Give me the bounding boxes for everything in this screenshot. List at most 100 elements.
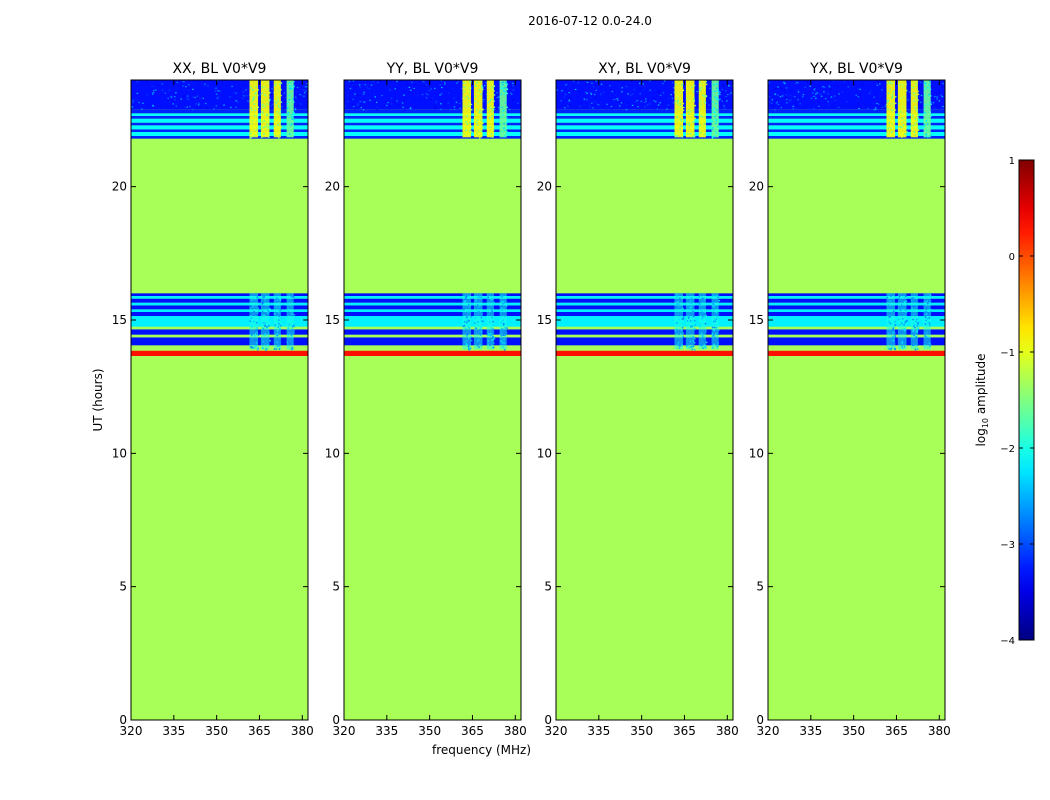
noise-speckle [851, 97, 854, 99]
noise-speckle [380, 81, 382, 83]
rfi-stripe [286, 293, 294, 350]
noise-speckle [512, 89, 515, 91]
rfi-speckle [500, 334, 503, 337]
x-tick-label: 365 [248, 724, 271, 738]
noise-speckle [785, 87, 788, 89]
rfi-speckle [464, 97, 466, 99]
rfi-speckle [251, 135, 253, 138]
noise-speckle [622, 101, 625, 104]
noise-speckle [837, 86, 839, 88]
rfi-speckle [703, 339, 706, 342]
noise-speckle [726, 100, 728, 102]
noise-speckle [768, 95, 771, 98]
rfi-speckle [505, 85, 508, 87]
rfi-speckle [262, 301, 264, 304]
noise-speckle [409, 108, 412, 110]
noise-speckle [610, 109, 613, 111]
noise-speckle [187, 99, 190, 101]
rfi-speckle [715, 132, 717, 134]
noise-speckle [920, 104, 922, 106]
noise-speckle [834, 82, 837, 84]
rfi-speckle [904, 133, 906, 135]
noise-speckle [824, 98, 827, 100]
rfi-speckle [255, 103, 258, 105]
rfi-speckle [676, 116, 679, 118]
rfi-speckle [928, 324, 931, 327]
rfi-speckle [261, 314, 264, 317]
rfi-speckle [703, 125, 705, 128]
noise-speckle [632, 80, 634, 82]
noise-speckle [354, 87, 357, 89]
rfi-speckle [925, 296, 927, 298]
time-band-17 [768, 129, 945, 132]
rfi-speckle [888, 117, 891, 120]
noise-speckle [192, 83, 195, 85]
rfi-speckle [929, 95, 932, 97]
colorbar-tick-label: −3 [1000, 540, 1015, 551]
time-band-4 [556, 334, 733, 338]
noise-speckle [223, 104, 225, 106]
rfi-speckle [905, 300, 908, 302]
noise-speckle [785, 97, 788, 99]
y-tick-label: 0 [756, 713, 764, 727]
rfi-speckle [886, 116, 889, 119]
noise-speckle [245, 89, 248, 91]
y-tick-label: 20 [112, 180, 127, 194]
rfi-speckle [701, 336, 704, 338]
rfi-speckle [489, 126, 491, 129]
noise-speckle [583, 103, 585, 106]
noise-speckle [777, 94, 779, 96]
rfi-speckle [290, 82, 293, 84]
rfi-speckle [254, 108, 257, 110]
rfi-speckle [903, 322, 906, 324]
rfi-speckle [712, 303, 715, 306]
noise-speckle [303, 92, 306, 94]
rfi-speckle [687, 314, 690, 317]
rfi-speckle [699, 303, 701, 305]
rfi-speckle [929, 80, 931, 83]
time-band-13 [556, 296, 733, 299]
rfi-speckle [676, 329, 679, 331]
rfi-speckle [888, 320, 890, 323]
rfi-speckle [702, 312, 704, 314]
rfi-speckle [914, 348, 917, 351]
rfi-speckle [290, 295, 293, 298]
noise-speckle [728, 84, 730, 87]
noise-speckle [498, 100, 501, 102]
rfi-speckle [929, 301, 931, 304]
rfi-speckle [260, 136, 263, 139]
rfi-speckle [268, 100, 271, 102]
rfi-speckle [926, 307, 928, 309]
noise-speckle [187, 98, 189, 100]
rfi-speckle [501, 296, 504, 298]
noise-speckle [430, 98, 433, 100]
noise-speckle [160, 104, 162, 106]
noise-speckle [304, 86, 307, 88]
noise-speckle [834, 95, 836, 97]
rfi-speckle [676, 328, 678, 331]
noise-speckle [918, 95, 920, 98]
noise-speckle [938, 91, 940, 93]
rfi-speckle [894, 347, 896, 349]
noise-speckle [784, 82, 786, 85]
rfi-speckle [713, 118, 716, 120]
rfi-speckle [264, 94, 267, 97]
noise-speckle [181, 84, 183, 86]
noise-speckle [590, 97, 592, 99]
noise-speckle [164, 92, 167, 94]
rfi-speckle [491, 310, 493, 313]
rfi-speckle [705, 331, 707, 333]
rfi-speckle [253, 311, 255, 313]
rfi-speckle [917, 348, 919, 350]
x-tick-label: 350 [205, 724, 228, 738]
rfi-stripe [260, 293, 270, 350]
noise-speckle [602, 91, 605, 93]
noise-speckle [374, 96, 376, 98]
rfi-speckle [477, 331, 480, 333]
noise-speckle [410, 89, 412, 91]
time-band-9 [768, 309, 945, 312]
rfi-speckle [467, 345, 470, 348]
noise-speckle [167, 97, 169, 99]
noise-speckle [192, 88, 194, 90]
time-band-22 [556, 113, 733, 116]
